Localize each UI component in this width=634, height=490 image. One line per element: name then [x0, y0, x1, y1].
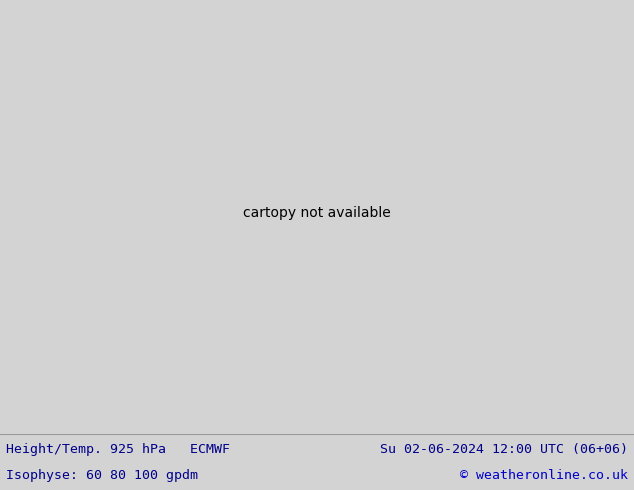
Text: cartopy not available: cartopy not available [243, 206, 391, 220]
Text: Isophyse: 60 80 100 gpdm: Isophyse: 60 80 100 gpdm [6, 469, 198, 483]
Text: Height/Temp. 925 hPa   ECMWF: Height/Temp. 925 hPa ECMWF [6, 443, 230, 456]
Text: Su 02-06-2024 12:00 UTC (06+06): Su 02-06-2024 12:00 UTC (06+06) [380, 443, 628, 456]
Text: © weatheronline.co.uk: © weatheronline.co.uk [460, 469, 628, 483]
